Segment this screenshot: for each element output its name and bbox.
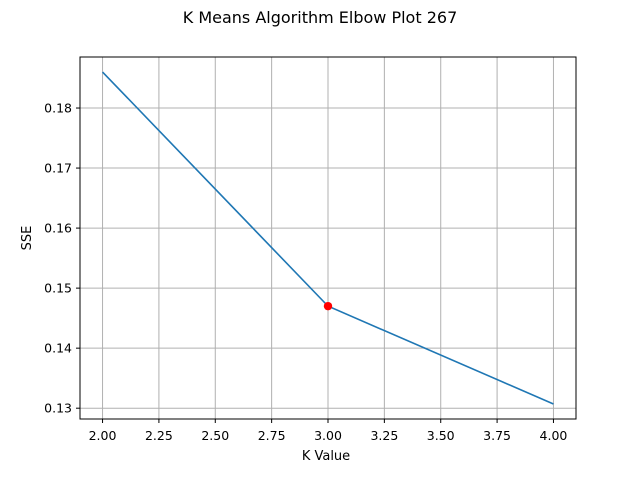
y-tick-label: 0.15 <box>44 281 72 296</box>
y-tick-label: 0.13 <box>44 401 72 416</box>
y-axis-label: SSE <box>20 226 35 251</box>
y-tick-label: 0.18 <box>44 101 72 116</box>
x-tick-label: 3.50 <box>427 428 455 443</box>
grid <box>80 57 576 419</box>
series-layer <box>101 71 554 405</box>
x-tick-label: 2.00 <box>89 428 117 443</box>
y-tick-label: 0.16 <box>44 221 72 236</box>
x-tick-label: 3.25 <box>370 428 398 443</box>
chart-title: K Means Algorithm Elbow Plot 267 <box>183 8 458 27</box>
ticks: 2.00 2.25 2.50 2.75 3.00 3.25 3.50 3.75 4.00 0.13… <box>44 101 567 443</box>
x-tick-label: 3.00 <box>314 428 342 443</box>
y-tick-label: 0.17 <box>44 161 72 176</box>
x-tick-label: 2.75 <box>258 428 286 443</box>
x-tick-label: 2.50 <box>201 428 229 443</box>
x-tick-label: 4.00 <box>540 428 568 443</box>
y-tick-label: 0.14 <box>44 341 72 356</box>
x-tick-label: 3.75 <box>483 428 511 443</box>
elbow-point-marker <box>323 301 333 311</box>
x-tick-label: 2.25 <box>145 428 173 443</box>
x-axis-label: K Value <box>302 449 350 464</box>
